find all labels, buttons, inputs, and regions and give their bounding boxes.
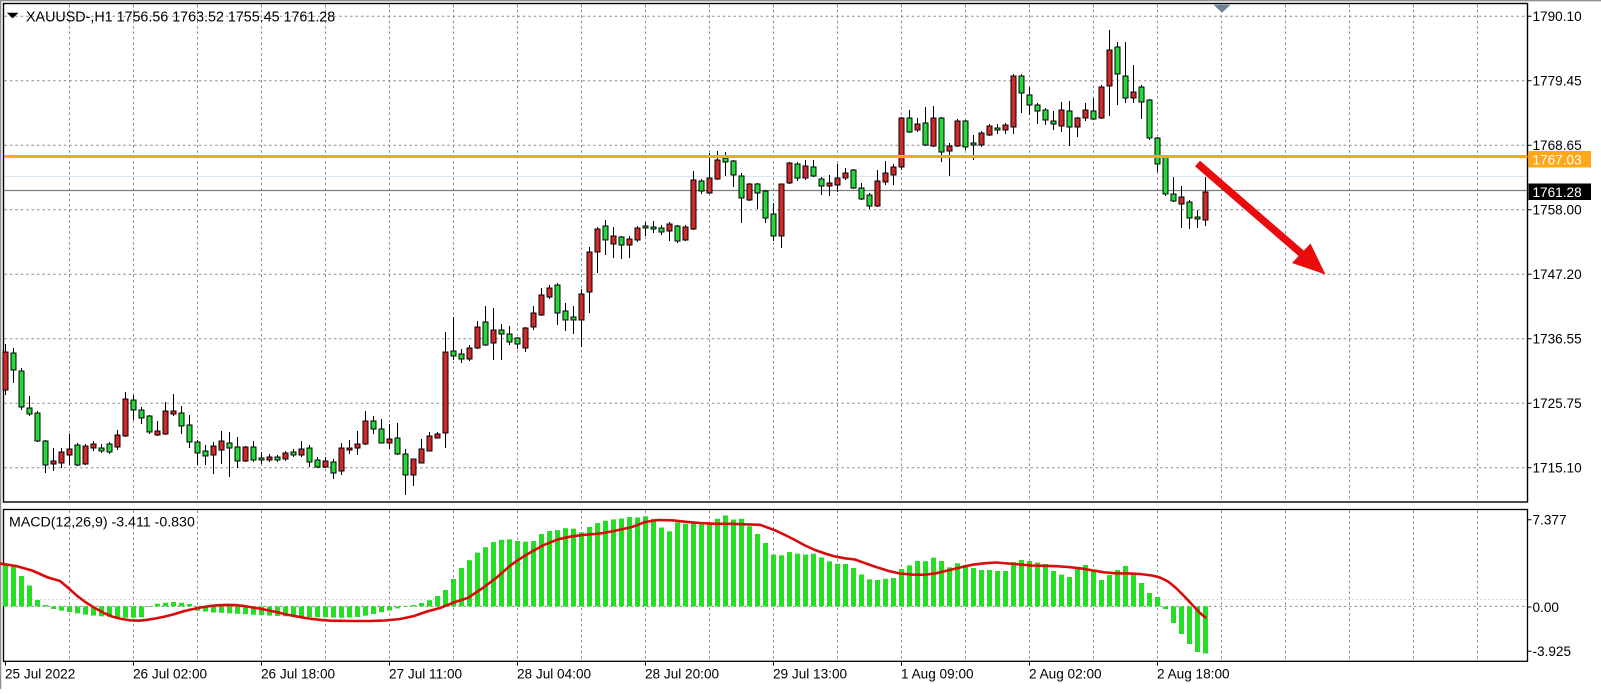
svg-text:1758.00: 1758.00 [1533,203,1583,218]
svg-text:MACD(12,26,9) -3.411 -0.830: MACD(12,26,9) -3.411 -0.830 [9,515,195,531]
svg-text:26 Jul 02:00: 26 Jul 02:00 [133,666,208,681]
svg-text:-3.925: -3.925 [1533,644,1572,659]
svg-text:29 Jul 13:00: 29 Jul 13:00 [773,666,848,681]
svg-text:1779.45: 1779.45 [1533,74,1582,89]
svg-text:25 Jul 2022: 25 Jul 2022 [5,666,75,681]
svg-text:1715.10: 1715.10 [1533,461,1583,476]
svg-text:28 Jul 20:00: 28 Jul 20:00 [645,666,720,681]
svg-text:1725.75: 1725.75 [1533,396,1582,411]
svg-text:1790.10: 1790.10 [1533,9,1583,24]
svg-text:1 Aug 09:00: 1 Aug 09:00 [901,666,974,681]
svg-text:26 Jul 18:00: 26 Jul 18:00 [261,666,336,681]
svg-text:1747.20: 1747.20 [1533,267,1583,282]
svg-text:2 Aug 02:00: 2 Aug 02:00 [1029,666,1102,681]
svg-text:1767.03: 1767.03 [1533,153,1582,168]
svg-text:0.00: 0.00 [1533,600,1560,615]
svg-text:XAUUSD-,H1 1756.56 1763.52 17: XAUUSD-,H1 1756.56 1763.52 1755.45 1761.… [26,10,335,26]
svg-text:1768.65: 1768.65 [1533,138,1582,153]
svg-text:27 Jul 11:00: 27 Jul 11:00 [389,666,462,681]
svg-text:28 Jul 04:00: 28 Jul 04:00 [517,666,592,681]
svg-text:7.377: 7.377 [1533,513,1567,528]
svg-text:1761.28: 1761.28 [1533,185,1582,200]
svg-text:2 Aug 18:00: 2 Aug 18:00 [1157,666,1230,681]
svg-text:1736.55: 1736.55 [1533,332,1582,347]
